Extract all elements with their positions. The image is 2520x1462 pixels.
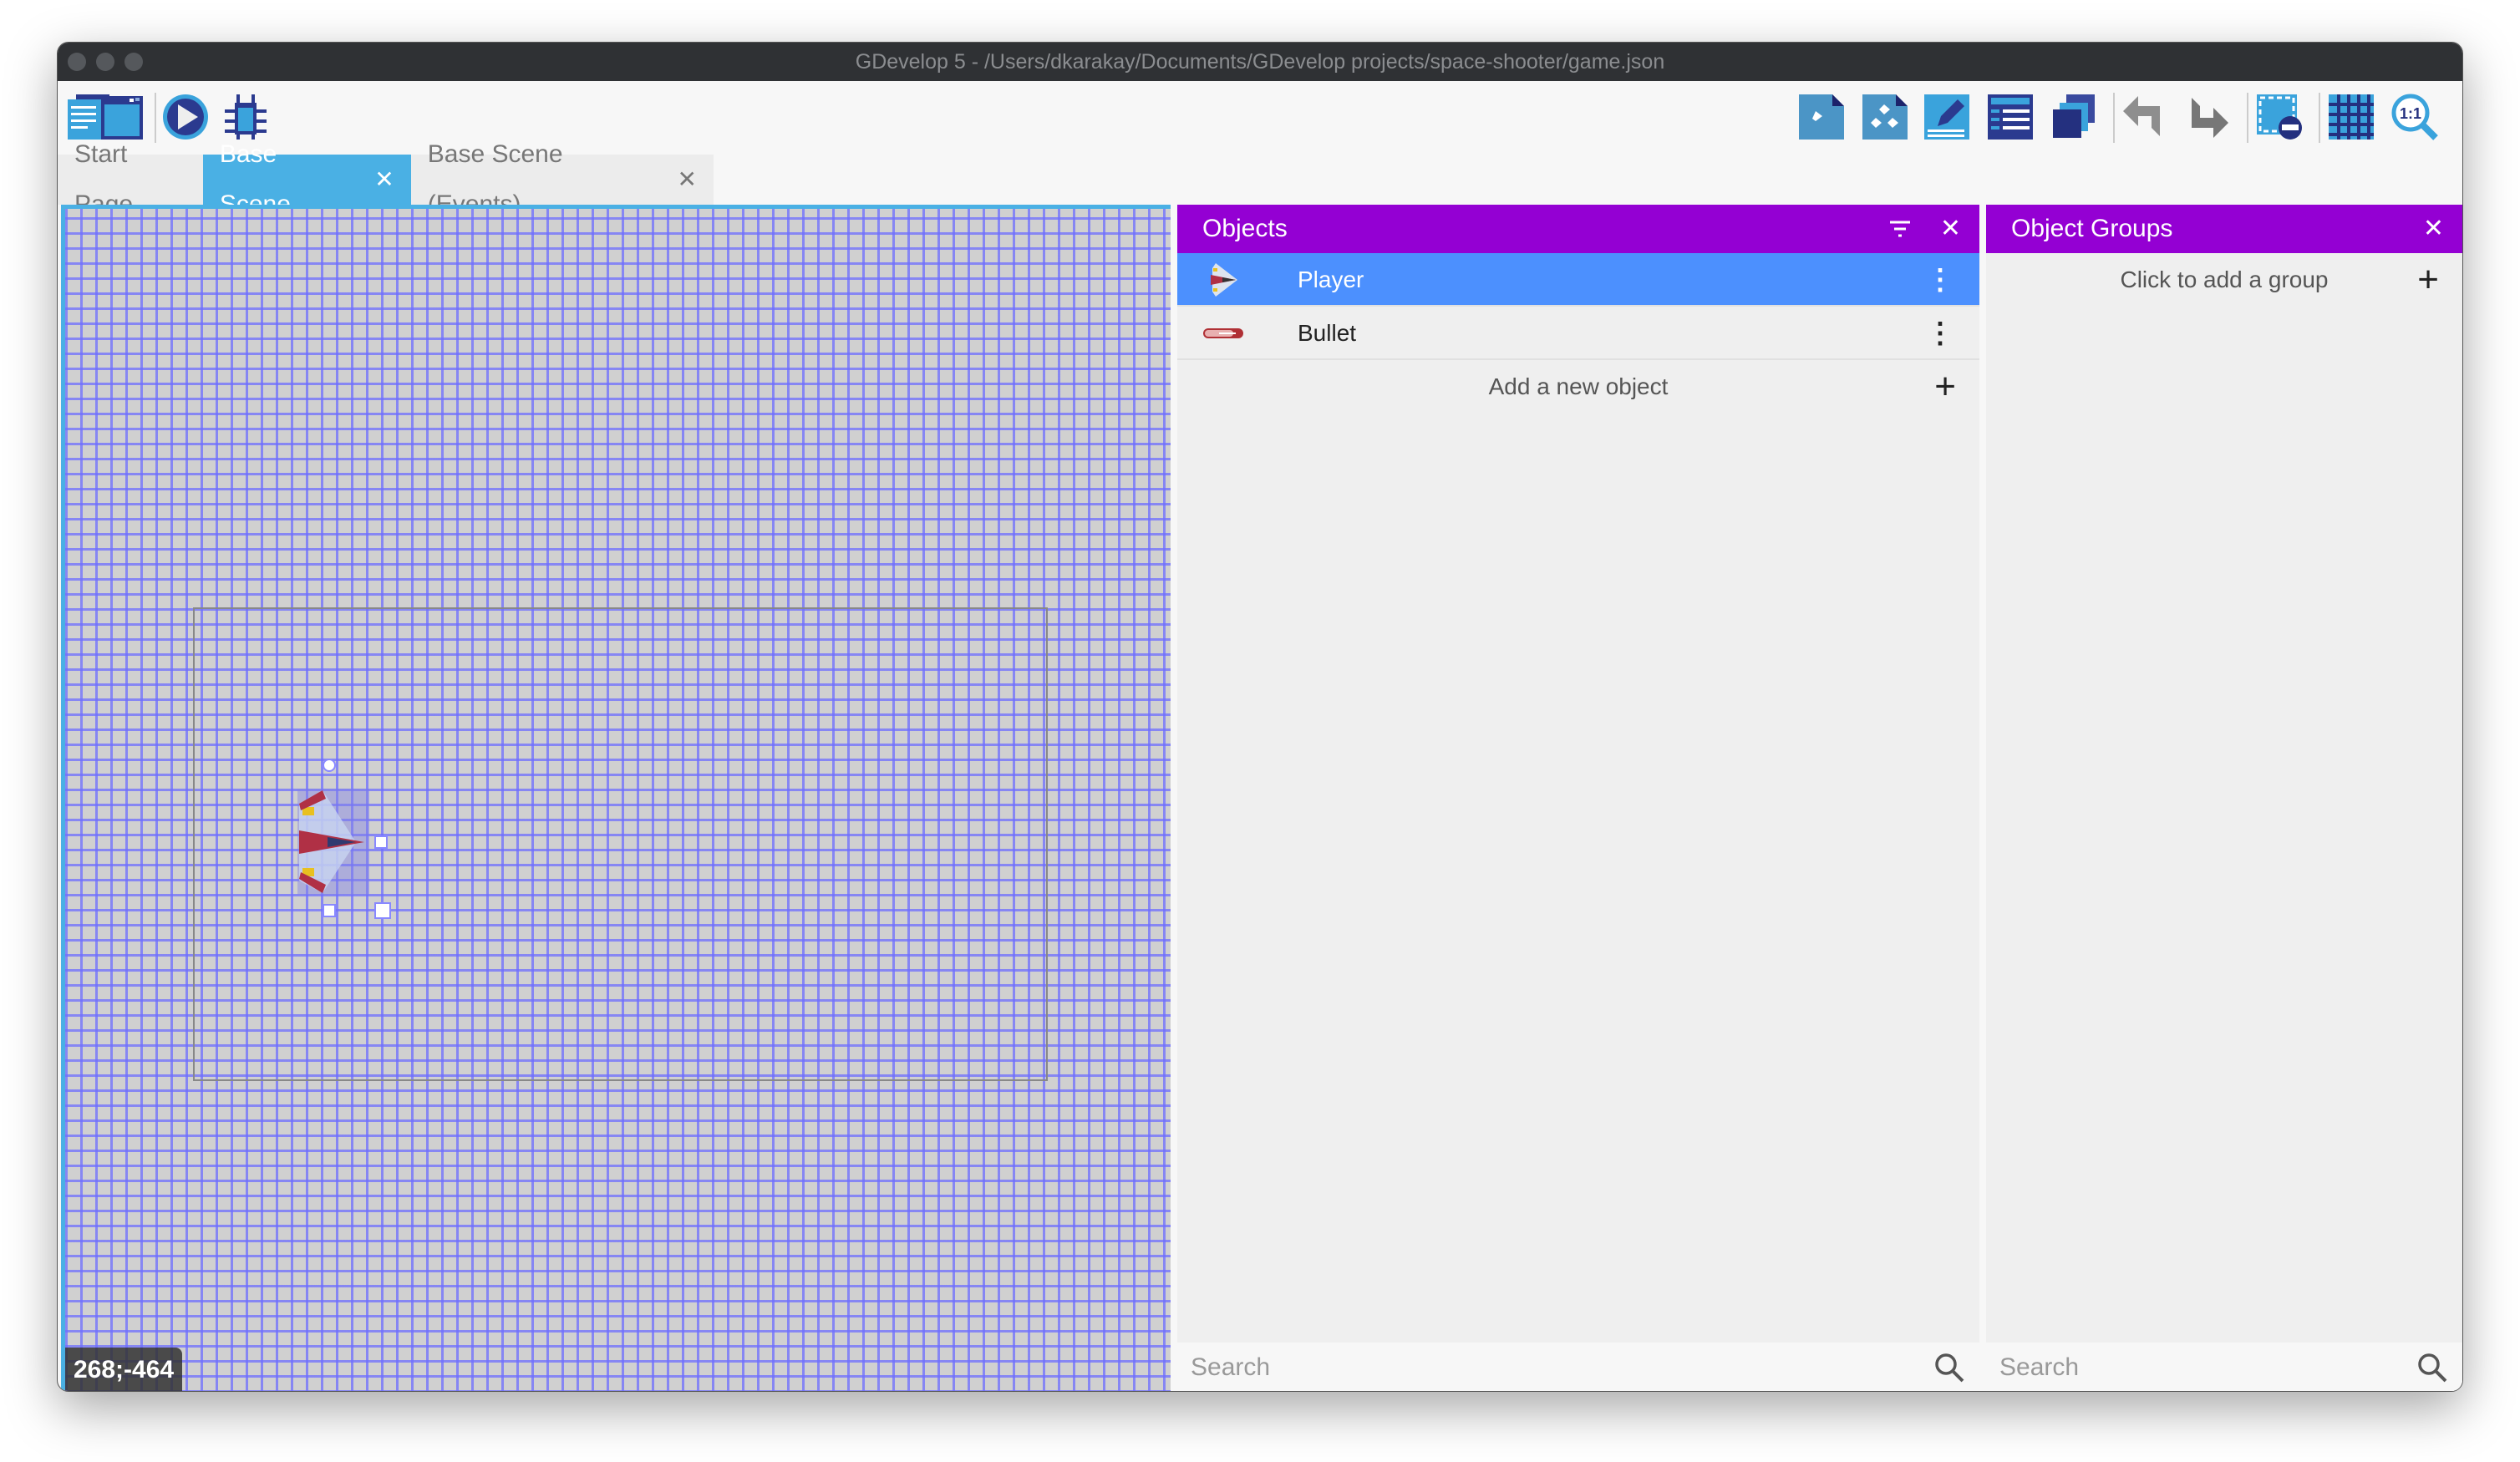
resize-handle-bottom[interactable] xyxy=(323,904,336,917)
more-options-icon[interactable]: ⋮ xyxy=(1926,317,1954,349)
grid-icon[interactable] xyxy=(2327,93,2375,141)
objects-panel: Objects ✕ Player ⋮ Bullet ⋮ Add a new ob… xyxy=(1177,205,1979,1391)
tab-start-page[interactable]: Start Page xyxy=(58,140,203,218)
filter-icon[interactable] xyxy=(1889,220,1911,238)
object-groups-panel-header: Object Groups ✕ xyxy=(1986,205,2462,253)
plus-icon[interactable]: + xyxy=(1934,366,1956,407)
title-bar: GDevelop 5 - /Users/dkarakay/Documents/G… xyxy=(58,43,2462,81)
close-window-button[interactable] xyxy=(68,53,86,71)
toolbar-divider xyxy=(155,93,156,143)
close-icon[interactable]: ✕ xyxy=(2422,215,2444,242)
objects-panel-header: Objects ✕ xyxy=(1177,205,1979,253)
player-instance[interactable] xyxy=(297,759,391,919)
object-groups-panel: Object Groups ✕ Click to add a group + S… xyxy=(1986,205,2462,1391)
object-item-player[interactable]: Player ⋮ xyxy=(1177,253,1979,307)
bullet-thumbnail-icon xyxy=(1203,328,1243,338)
tab-base-scene-events[interactable]: Base Scene (Events)✕ xyxy=(411,140,714,218)
layers-icon[interactable] xyxy=(2050,93,2098,141)
scene-window-icon[interactable] xyxy=(98,93,146,141)
close-icon[interactable]: ✕ xyxy=(374,166,394,192)
player-thumbnail-icon xyxy=(1211,263,1237,297)
instances-list-icon[interactable] xyxy=(1986,93,2035,141)
close-icon[interactable]: ✕ xyxy=(677,166,697,192)
scene-bounds xyxy=(193,607,1048,1081)
zoom-reset-icon[interactable]: 1:1 xyxy=(2390,93,2439,141)
toolbar-divider xyxy=(2247,93,2248,143)
panel-title: Objects xyxy=(1202,215,1288,242)
object-name: Bullet xyxy=(1298,320,1357,346)
deselect-icon[interactable] xyxy=(2255,93,2304,141)
search-placeholder: Search xyxy=(1999,1353,2080,1381)
toolbar: 1:1 xyxy=(58,81,2462,155)
add-group-label: Click to add a group xyxy=(2120,267,2329,292)
add-group-button[interactable]: Click to add a group + xyxy=(1986,253,2462,307)
debugger-icon[interactable] xyxy=(221,93,270,141)
preview-play-icon[interactable] xyxy=(161,93,210,141)
player-sprite xyxy=(297,789,369,895)
toolbar-divider xyxy=(2319,93,2320,143)
panel-title: Object Groups xyxy=(2011,215,2173,242)
search-icon[interactable] xyxy=(2417,1353,2447,1383)
svg-text:1:1: 1:1 xyxy=(2400,105,2421,122)
search-placeholder: Search xyxy=(1191,1353,1271,1381)
tab-bar: Start Page Base Scene✕ Base Scene (Event… xyxy=(58,140,714,218)
undo-icon[interactable] xyxy=(2120,93,2168,141)
redo-icon[interactable] xyxy=(2183,93,2232,141)
scene-canvas[interactable]: 268;-464 xyxy=(61,205,1171,1391)
search-icon[interactable] xyxy=(1934,1353,1964,1383)
more-options-icon[interactable]: ⋮ xyxy=(1926,264,1954,296)
add-object-label: Add a new object xyxy=(1488,373,1669,399)
object-name: Player xyxy=(1298,267,1364,292)
close-icon[interactable]: ✕ xyxy=(1939,215,1961,242)
resize-handle-corner[interactable] xyxy=(374,902,391,919)
app-window: GDevelop 5 - /Users/dkarakay/Documents/G… xyxy=(57,42,2463,1392)
object-icon[interactable] xyxy=(1797,93,1846,141)
properties-icon[interactable] xyxy=(1923,93,1971,141)
object-groups-icon[interactable] xyxy=(1861,93,1909,141)
object-item-bullet[interactable]: Bullet ⋮ xyxy=(1177,307,1979,360)
resize-handle-right[interactable] xyxy=(374,835,388,849)
cursor-coordinates: 268;-464 xyxy=(65,1348,183,1391)
tab-base-scene[interactable]: Base Scene✕ xyxy=(202,140,411,218)
groups-search-input[interactable]: Search xyxy=(1986,1343,2462,1391)
plus-icon[interactable]: + xyxy=(2417,259,2439,300)
toolbar-divider xyxy=(2113,93,2115,143)
add-object-button[interactable]: Add a new object + xyxy=(1177,360,1979,414)
maximize-window-button[interactable] xyxy=(124,53,143,71)
objects-search-input[interactable]: Search xyxy=(1177,1343,1979,1391)
window-title: GDevelop 5 - /Users/dkarakay/Documents/G… xyxy=(855,50,1665,74)
rotate-handle[interactable] xyxy=(323,759,336,772)
minimize-window-button[interactable] xyxy=(96,53,114,71)
